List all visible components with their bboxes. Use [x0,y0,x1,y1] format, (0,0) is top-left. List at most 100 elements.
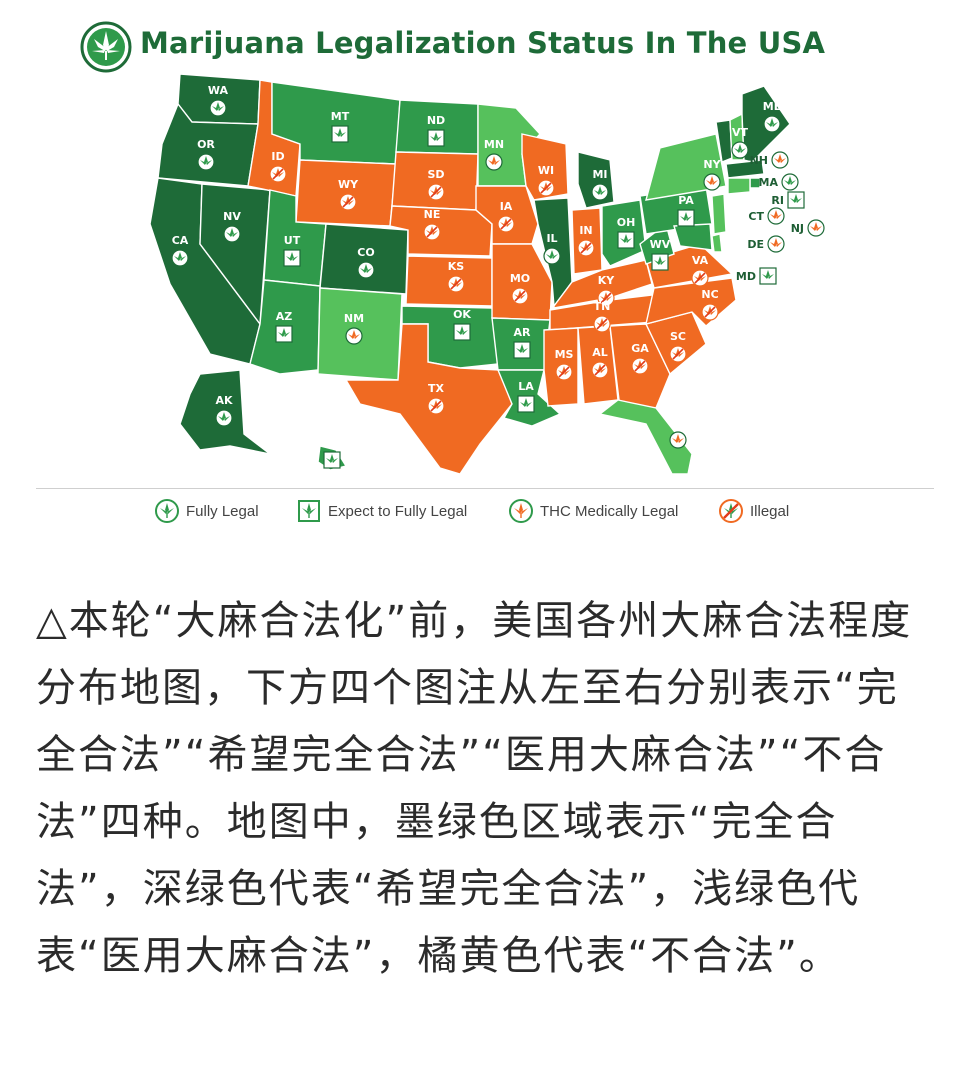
state-marker-il: IL [543,232,561,265]
leaf-prohibited-icon [719,499,743,523]
state-ma [725,159,765,179]
state-marker-ca: CA [171,234,189,267]
legend-label: Illegal [750,502,790,520]
state-marker-az: AZ [275,310,293,343]
state-abbr-label: MI [592,168,607,181]
leaf-square-icon [298,500,320,522]
state-marker-mt: MT [331,110,350,143]
state-marker-ut: UT [283,234,301,267]
state-marker-nc: NC [701,288,719,321]
state-abbr-label: HI [325,436,338,449]
legend-label: Expect to Fully Legal [328,502,468,520]
map-title: Marijuana Legalization Status In The USA [140,26,826,60]
state-nj [711,193,727,235]
state-marker-va: VA [691,254,709,287]
state-marker-me: ME [763,100,781,133]
state-marker-al: AL [591,346,609,379]
state-abbr-label: SD [427,168,444,181]
state-abbr-label: MN [484,138,504,151]
legend-item-illegal: Illegal [718,493,789,529]
state-abbr-label: MD [736,270,756,283]
state-abbr-label: GA [631,342,649,355]
legend-divider [36,488,934,489]
state-abbr-label: DE [747,238,764,251]
state-abbr-label: NY [703,158,721,171]
map-legend: Fully Legal Expect to Fully Legal THC Me… [0,493,970,529]
us-legalization-map: WA OR CA NV ID MT WY UT CO AZ NM ND SD NE KS OK TX MN IA MO… [149,74,825,474]
state-abbr-label: SC [670,330,686,343]
state-marker-sc: SC [669,330,687,363]
state-abbr-label: OH [617,216,636,229]
state-marker-ks: KS [447,260,465,293]
state-marker-ia: IA [497,200,515,233]
state-marker-nv: NV [223,210,241,243]
state-abbr-label: IA [500,200,513,213]
state-marker-ny: NY [703,158,722,191]
state-abbr-label: NV [223,210,241,223]
state-marker-or: OR [197,138,215,171]
state-marker-ak: AK [215,394,233,427]
state-wy [295,159,397,227]
state-abbr-label: CA [172,234,189,247]
state-abbr-label: AK [215,394,233,407]
state-abbr-label: AL [592,346,608,359]
state-de [711,233,723,253]
state-marker-ct: CT [748,207,785,225]
state-marker-tx: TX [427,382,445,415]
state-marker-vt: VT [731,126,749,159]
state-abbr-label: OK [453,308,471,321]
state-marker-nh: NH [750,151,789,169]
state-marker-ky: KY [597,274,616,307]
state-abbr-label: CT [748,210,764,223]
state-marker-md: MD [736,267,777,285]
state-abbr-label: FL [671,416,686,429]
state-marker-id: ID [269,150,287,183]
state-marker-pa: PA [677,194,695,227]
state-marker-ar: AR [513,326,531,359]
state-abbr-label: NJ [791,222,804,235]
state-abbr-label: NC [701,288,718,301]
state-marker-ne: NE [423,208,441,241]
state-marker-ms: MS [555,348,574,381]
leaf-circle-green-icon [155,499,179,523]
state-abbr-label: ID [271,150,284,163]
state-marker-ri: RI [771,191,805,209]
state-marker-oh: OH [617,216,636,249]
state-marker-wi: WI [537,164,555,197]
state-abbr-label: ND [427,114,445,127]
state-sd [391,151,479,211]
state-abbr-label: PA [678,194,694,207]
state-marker-nj: NJ [791,219,825,237]
state-md [673,223,713,251]
state-marker-wa: WA [208,84,229,117]
state-abbr-label: KY [598,274,616,287]
legend-label: Fully Legal [186,502,259,520]
state-marker-mo: MO [510,272,530,305]
title-row: Marijuana Legalization Status In The USA [0,18,970,78]
leaf-circle-orange-icon [509,499,533,523]
state-marker-wv: WV [650,238,671,271]
state-marker-co: CO [357,246,375,279]
state-abbr-label: MS [555,348,574,361]
state-marker-la: LA [517,380,535,413]
state-abbr-label: VA [692,254,709,267]
state-abbr-label: WA [208,84,229,97]
state-marker-sd: SD [427,168,445,201]
legend-label: THC Medically Legal [540,502,679,520]
state-abbr-label: WI [538,164,554,177]
state-marker-mi: MI [591,168,609,201]
state-fl [598,399,693,474]
state-abbr-label: AZ [276,310,293,323]
state-marker-ma: MA [759,173,799,191]
state-abbr-label: ME [763,100,781,113]
state-co [319,223,409,295]
legend-item-medical: THC Medically Legal [508,493,678,529]
legend-item-expect-legal: Expect to Fully Legal [296,493,467,529]
state-abbr-label: KS [448,260,465,273]
state-ct [727,177,751,195]
state-abbr-label: WV [650,238,671,251]
state-marker-in: IN [577,224,595,257]
state-abbr-label: TX [428,382,445,395]
state-abbr-label: WY [338,178,359,191]
state-abbr-label: CO [357,246,374,259]
